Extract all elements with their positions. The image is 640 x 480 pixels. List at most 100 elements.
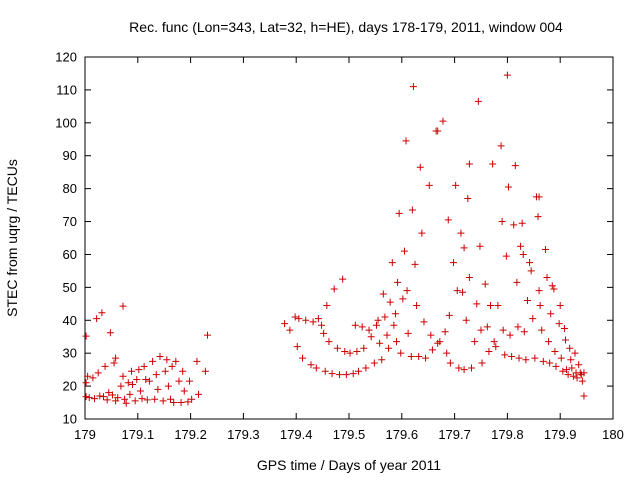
data-point <box>378 356 386 364</box>
data-point <box>370 359 378 367</box>
data-point <box>436 338 444 346</box>
data-point <box>514 323 522 331</box>
data-point <box>459 288 467 296</box>
data-point <box>161 367 169 375</box>
data-point <box>309 318 317 326</box>
data-point <box>286 326 294 334</box>
x-tick-label: 179.3 <box>227 427 260 442</box>
data-point <box>395 209 403 217</box>
data-point <box>93 315 101 323</box>
data-point <box>372 321 380 329</box>
data-point <box>312 364 320 372</box>
data-point <box>328 370 336 378</box>
data-point <box>151 395 159 403</box>
data-point <box>318 321 326 329</box>
data-point <box>465 273 473 281</box>
data-point <box>501 351 509 359</box>
data-point <box>145 377 153 385</box>
data-point <box>539 357 547 365</box>
data-point <box>519 250 527 258</box>
data-point <box>400 247 408 255</box>
data-point <box>485 348 493 356</box>
data-point <box>99 393 107 401</box>
data-point <box>422 354 430 362</box>
data-point <box>94 369 102 377</box>
data-point <box>82 332 90 340</box>
data-point <box>420 318 428 326</box>
data-point <box>503 71 511 79</box>
x-tick-label: 179.6 <box>386 427 419 442</box>
data-point <box>126 390 134 398</box>
data-point <box>483 323 491 331</box>
data-point <box>522 356 530 364</box>
data-point <box>560 325 568 332</box>
data-point <box>142 376 150 384</box>
data-point <box>91 395 99 403</box>
data-point <box>143 396 151 404</box>
data-point <box>462 316 470 324</box>
data-point <box>193 357 201 365</box>
data-point <box>527 267 535 275</box>
data-point <box>168 362 176 370</box>
data-point <box>460 366 468 374</box>
data-point <box>409 83 417 91</box>
data-point <box>404 329 412 337</box>
data-point <box>103 396 111 404</box>
data-point <box>517 242 525 250</box>
data-point <box>170 399 178 407</box>
data-point <box>559 367 567 375</box>
data-point <box>201 367 209 375</box>
data-point <box>374 316 382 324</box>
data-point <box>446 359 454 367</box>
data-point <box>119 372 127 380</box>
x-tick-label: 179 <box>74 427 96 442</box>
data-point <box>443 349 451 357</box>
y-tick-label: 30 <box>63 346 77 361</box>
x-axis-label: GPS time / Days of year 2011 <box>257 457 441 473</box>
data-point <box>320 329 328 337</box>
data-point <box>179 367 187 375</box>
data-point <box>566 344 574 352</box>
data-point <box>355 367 363 375</box>
data-point <box>346 349 354 357</box>
data-point <box>575 361 583 369</box>
data-point <box>489 160 497 168</box>
data-point <box>580 392 588 400</box>
data-point <box>135 366 143 374</box>
y-tick-label: 60 <box>63 247 77 262</box>
data-point <box>536 301 544 309</box>
data-point <box>513 278 521 286</box>
data-point <box>580 369 588 377</box>
x-axis: 179 179.1 179.2 179.3 179.4 179.5 179.6 179.7 17… <box>74 57 624 442</box>
data-point <box>342 371 350 379</box>
x-tick-label: 179.5 <box>333 427 366 442</box>
y-tick-label: 120 <box>55 50 77 65</box>
data-point <box>394 278 402 286</box>
data-point <box>407 352 415 360</box>
data-point <box>365 326 373 334</box>
data-point <box>497 142 505 150</box>
data-point <box>545 338 553 346</box>
data-point <box>393 338 401 346</box>
y-tick-label: 10 <box>63 412 77 427</box>
data-point <box>529 315 537 323</box>
data-point <box>441 328 449 336</box>
data-point <box>541 246 549 254</box>
data-point <box>465 160 473 168</box>
data-point <box>154 385 162 393</box>
data-point <box>164 382 172 390</box>
data-point <box>520 328 528 336</box>
data-point <box>330 285 338 293</box>
data-point <box>551 348 559 356</box>
data-point <box>367 333 375 341</box>
data-point <box>149 357 157 365</box>
data-point <box>511 162 519 170</box>
data-point <box>552 362 560 370</box>
data-point <box>403 287 411 295</box>
data-point <box>506 331 514 339</box>
data-point <box>415 352 423 360</box>
data-point <box>523 297 531 305</box>
data-point <box>428 346 436 354</box>
